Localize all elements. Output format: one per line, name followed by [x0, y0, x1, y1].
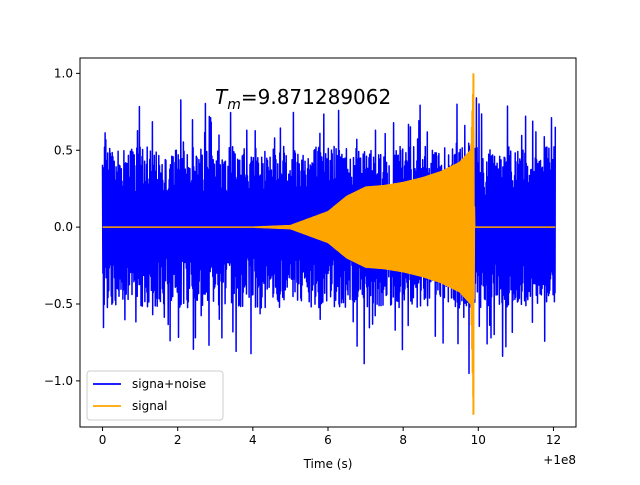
tm-annotation: Tm=9.871289062	[215, 85, 391, 113]
y-tick-label: 1.0	[54, 66, 73, 80]
y-tick-label: −0.5	[44, 297, 73, 311]
x-axis-label: Time (s)	[303, 457, 353, 471]
y-tick-label: 0.0	[54, 220, 73, 234]
x-tick-label: 10	[471, 433, 486, 447]
x-tick-label: 0	[99, 433, 107, 447]
y-tick-label: 0.5	[54, 143, 73, 157]
tm-value: =9.871289062	[241, 85, 391, 109]
y-axis-ticks: 1.0 0.5 0.0 −0.5 −1.0	[44, 66, 80, 388]
series-layer	[101, 73, 557, 415]
legend: signa+noise signal	[86, 370, 224, 421]
series-line-signal	[102, 77, 556, 398]
x-axis-ticks: 0 2 4 6 8 10 12	[99, 427, 561, 447]
y-tick-label: −1.0	[44, 374, 73, 388]
tm-subscript: m	[227, 97, 241, 113]
x-tick-label: 12	[546, 433, 561, 447]
x-tick-label: 4	[249, 433, 257, 447]
x-tick-label: 2	[174, 433, 182, 447]
legend-label-signal: signal	[132, 399, 168, 413]
x-axis-offset-label: +1e8	[543, 453, 576, 467]
legend-label-noise: signa+noise	[132, 377, 206, 391]
x-tick-label: 6	[324, 433, 332, 447]
x-tick-label: 8	[399, 433, 407, 447]
series-line-noise	[101, 97, 557, 375]
tm-symbol: T	[215, 85, 229, 109]
